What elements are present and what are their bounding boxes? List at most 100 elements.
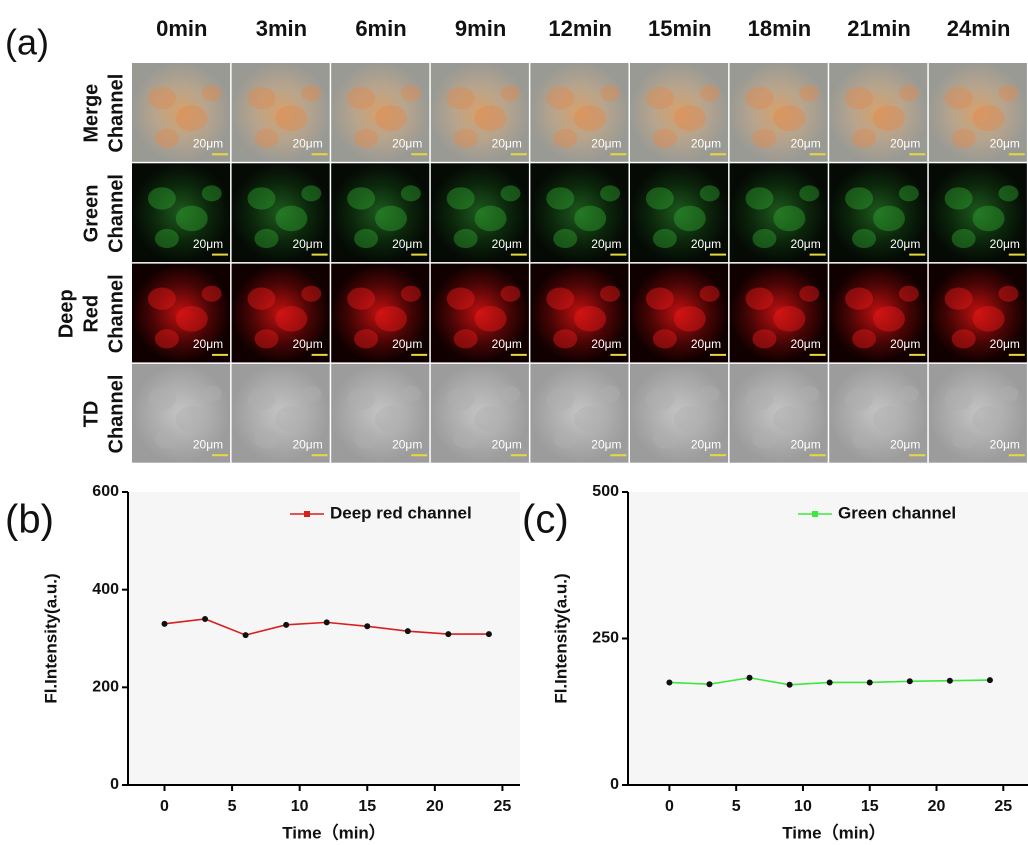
cell bbox=[972, 305, 1005, 332]
data-point bbox=[283, 621, 290, 628]
cell bbox=[699, 85, 720, 102]
cell bbox=[175, 406, 208, 432]
plot-background bbox=[628, 492, 1028, 785]
column-header: 12min bbox=[548, 16, 612, 41]
micrograph bbox=[530, 363, 629, 463]
cell bbox=[944, 387, 973, 411]
cell bbox=[652, 429, 677, 449]
scale-bar-label: 20μm bbox=[492, 437, 522, 451]
scale-bar-label: 20μm bbox=[691, 337, 721, 351]
data-point bbox=[986, 677, 993, 684]
cell bbox=[154, 228, 179, 249]
y-axis-title: Fl.Intensity(a.u.) bbox=[41, 573, 60, 703]
cell bbox=[773, 406, 806, 432]
cell bbox=[254, 128, 279, 148]
cell bbox=[872, 305, 905, 332]
micrograph bbox=[132, 163, 231, 263]
y-tick-label: 250 bbox=[592, 630, 619, 647]
column-header: 6min bbox=[355, 16, 406, 41]
scale-bar-label: 20μm bbox=[890, 437, 920, 451]
cell bbox=[600, 385, 621, 402]
cell bbox=[645, 86, 674, 110]
cell bbox=[951, 128, 976, 148]
micrograph bbox=[829, 263, 928, 363]
cell bbox=[453, 128, 478, 148]
scale-bar-label: 20μm bbox=[691, 437, 721, 451]
cell bbox=[773, 105, 806, 131]
data-point bbox=[202, 615, 209, 622]
data-point bbox=[161, 620, 168, 627]
y-tick-label: 200 bbox=[92, 679, 119, 696]
scale-bar-label: 20μm bbox=[193, 136, 223, 150]
cell bbox=[845, 287, 874, 310]
cell bbox=[546, 287, 575, 310]
legend-label: Deep red channel bbox=[330, 503, 472, 522]
data-point bbox=[826, 679, 833, 686]
micrograph bbox=[729, 63, 828, 162]
cell bbox=[998, 385, 1019, 402]
cell bbox=[799, 185, 820, 202]
micrograph bbox=[829, 163, 928, 263]
scale-bar-label: 20μm bbox=[292, 337, 322, 351]
cell bbox=[898, 385, 919, 402]
cell bbox=[347, 387, 376, 411]
micrograph bbox=[132, 63, 231, 162]
scale-bar-label: 20μm bbox=[392, 337, 422, 351]
cell bbox=[154, 128, 179, 148]
y-tick-label: 0 bbox=[610, 776, 619, 793]
cell bbox=[852, 228, 877, 249]
cell bbox=[752, 228, 777, 249]
column-header: 21min bbox=[847, 16, 911, 41]
cell bbox=[745, 187, 774, 210]
cell bbox=[574, 406, 607, 432]
micrograph bbox=[132, 263, 231, 363]
cell bbox=[652, 329, 677, 349]
cell bbox=[845, 187, 874, 210]
cell bbox=[147, 287, 176, 310]
cell bbox=[446, 387, 475, 411]
x-tick-label: 15 bbox=[861, 798, 879, 815]
column-header: 18min bbox=[748, 16, 812, 41]
micrograph bbox=[829, 63, 928, 162]
column-header: 0min bbox=[156, 16, 207, 41]
cell bbox=[453, 329, 478, 349]
data-point bbox=[445, 631, 452, 638]
row-label: Channel bbox=[105, 375, 127, 454]
cell bbox=[301, 85, 322, 102]
cell bbox=[500, 385, 521, 402]
scale-bar-label: 20μm bbox=[492, 337, 522, 351]
micrograph bbox=[630, 163, 729, 263]
column-header: 24min bbox=[947, 16, 1011, 41]
cell bbox=[773, 205, 806, 232]
scale-bar-label: 20μm bbox=[193, 337, 223, 351]
cell bbox=[374, 105, 407, 131]
cell bbox=[553, 128, 578, 148]
row-label: Red bbox=[80, 295, 102, 333]
y-axis-title: Fl.Intensity(a.u.) bbox=[551, 573, 570, 703]
micrograph bbox=[729, 363, 828, 463]
cell bbox=[845, 387, 874, 411]
legend-label: Green channel bbox=[838, 503, 956, 522]
cell bbox=[799, 85, 820, 102]
scale-bar-label: 20μm bbox=[392, 136, 422, 150]
cell bbox=[546, 187, 575, 210]
cell bbox=[374, 205, 407, 232]
cell bbox=[347, 187, 376, 210]
cell bbox=[546, 387, 575, 411]
cell bbox=[247, 387, 276, 411]
micrograph bbox=[430, 263, 529, 363]
cell bbox=[147, 86, 176, 110]
data-point bbox=[866, 679, 873, 686]
cell bbox=[254, 329, 279, 349]
scale-bar-label: 20μm bbox=[591, 237, 621, 251]
cell bbox=[745, 387, 774, 411]
cell bbox=[474, 406, 507, 432]
micrograph bbox=[331, 363, 430, 463]
row-label: Channel bbox=[105, 74, 127, 153]
row-label: TD bbox=[80, 401, 102, 428]
scale-bar-label: 20μm bbox=[292, 237, 322, 251]
cell bbox=[998, 285, 1019, 302]
scale-bar-label: 20μm bbox=[691, 136, 721, 150]
scale-bar-label: 20μm bbox=[392, 437, 422, 451]
scale-bar-label: 20μm bbox=[193, 237, 223, 251]
